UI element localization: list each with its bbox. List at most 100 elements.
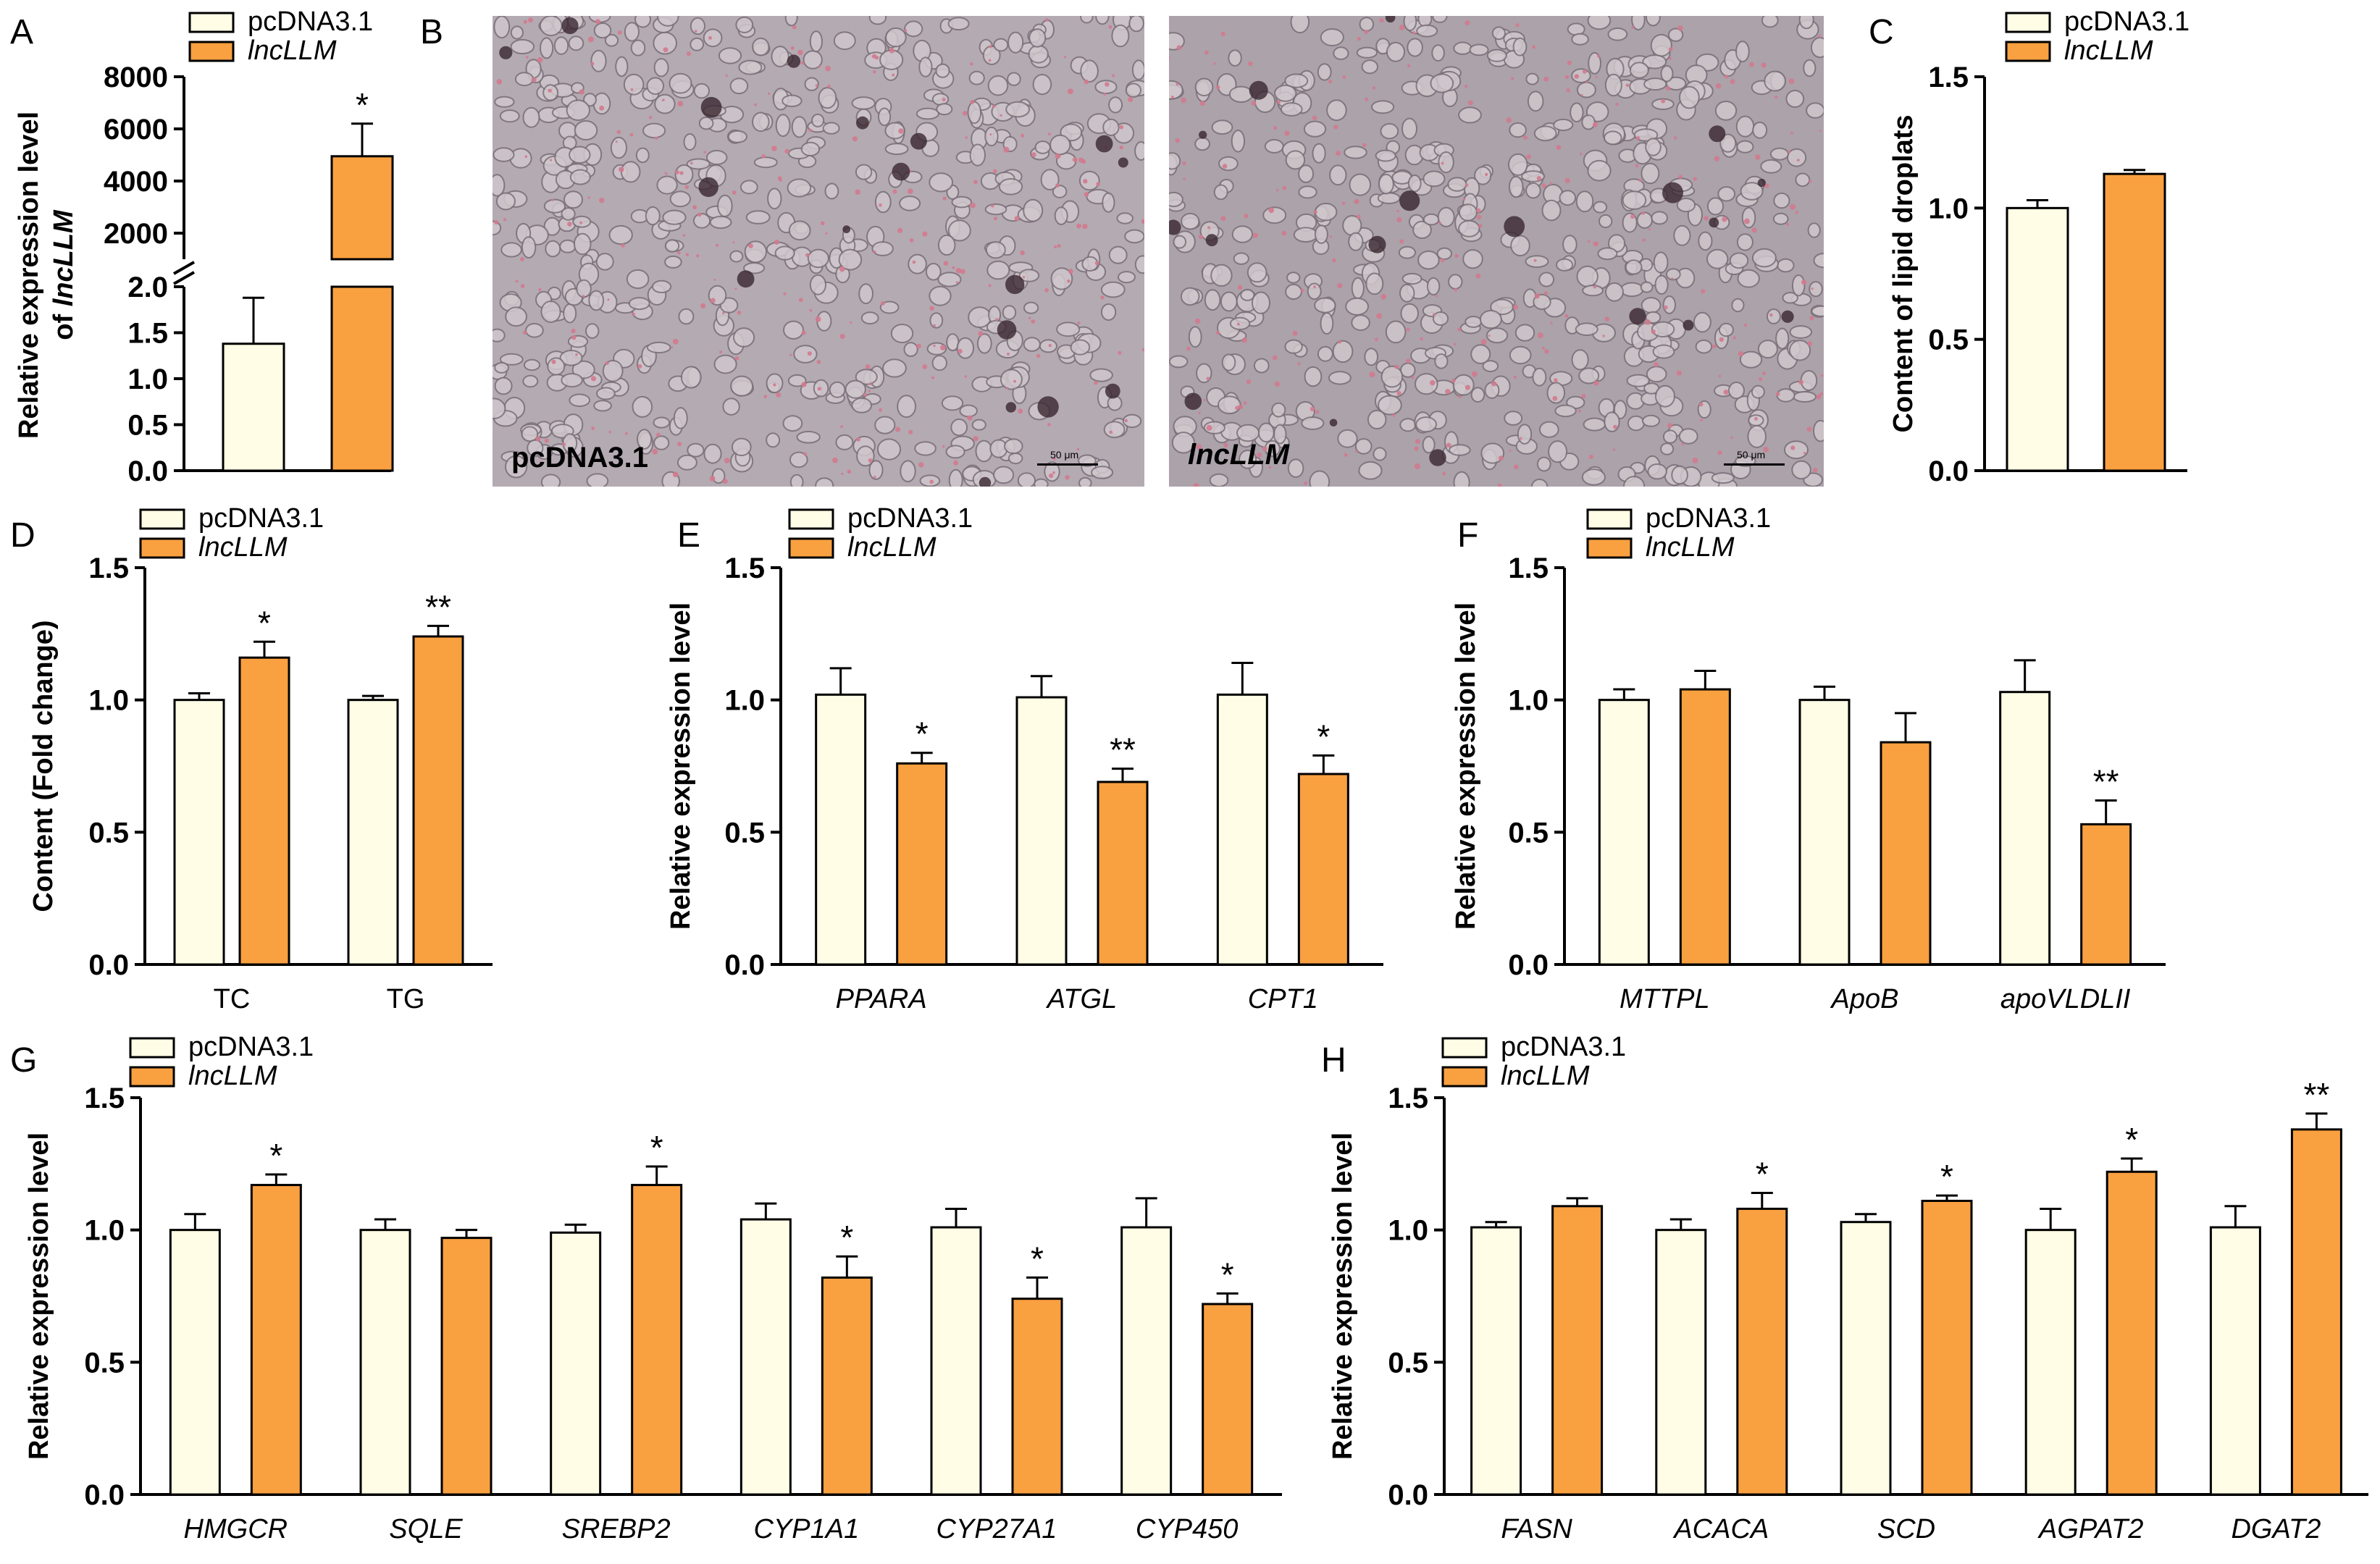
chart-f-ytick-label: 1.5 (1508, 552, 1549, 584)
cell (871, 241, 894, 256)
cell (935, 63, 950, 78)
lipid-droplet (1593, 380, 1599, 386)
chart-h-ylabel: Relative expression level (1328, 1132, 1358, 1460)
lipid-droplet (632, 312, 636, 316)
debris (1709, 217, 1719, 228)
cell (1538, 421, 1559, 438)
cell (680, 366, 702, 389)
lipid-droplet (1183, 177, 1186, 180)
chart-d-legend-treat-label: lncLLM (198, 532, 288, 563)
lipid-droplet (1819, 130, 1822, 132)
cell (929, 312, 944, 329)
lipid-droplet (1630, 214, 1635, 219)
lipid-droplet (637, 364, 642, 369)
lipid-droplet (1396, 209, 1399, 213)
chart-g-bar (631, 1184, 683, 1496)
cell (569, 393, 591, 408)
lipid-droplet (616, 130, 621, 135)
lipid-droplet (1196, 444, 1202, 450)
chart-f-bar (1999, 691, 2051, 966)
debris (1385, 16, 1396, 23)
lipid-droplet (1112, 74, 1115, 77)
lipid-droplet (1725, 75, 1729, 79)
chart-a-legend-control-label: pcDNA3.1 (248, 7, 373, 37)
lipid-droplet (943, 261, 949, 266)
lipid-droplet (868, 458, 873, 463)
cell (1284, 73, 1309, 88)
chart-f-category-label: apoVLDLII (2000, 984, 2131, 1014)
lipid-droplet (1475, 273, 1481, 279)
cell (1809, 281, 1823, 298)
lipid-droplet (590, 62, 595, 66)
cell (1301, 416, 1325, 430)
cell (1432, 311, 1449, 326)
lipid-droplet (608, 430, 612, 434)
lipid-droplet (1582, 69, 1587, 74)
lipid-droplet (1579, 152, 1583, 156)
cell (1194, 137, 1210, 151)
lipid-droplet (1458, 395, 1462, 399)
chart-e-legend-treat-label: lncLLM (847, 532, 937, 563)
lipid-droplet (874, 55, 879, 60)
lipid-droplet (850, 321, 852, 324)
chart-f-ytick-label: 1.0 (1508, 685, 1549, 717)
cell (1002, 305, 1017, 321)
lipid-droplet (1284, 130, 1290, 136)
cell (585, 323, 600, 339)
cell (975, 440, 993, 463)
lipid-droplet (544, 438, 549, 443)
lipid-droplet (1312, 115, 1317, 120)
chart-g-category-label: CYP27A1 (937, 1514, 1057, 1544)
chart-a-legend-treat-label: lncLLM (248, 35, 337, 66)
lipid-droplet (1498, 455, 1504, 461)
debris (856, 116, 869, 130)
chart-h-legend-control-label: pcDNA3.1 (1501, 1032, 1626, 1062)
lipid-droplet (1565, 75, 1570, 80)
cell (1351, 314, 1370, 332)
lipid-droplet (988, 284, 992, 287)
chart-f-legend-treat-swatch (1586, 537, 1633, 559)
lipid-droplet (1198, 235, 1203, 240)
chart-c-bar (2006, 206, 2069, 472)
lipid-droplet (955, 268, 962, 274)
lipid-droplet (1435, 295, 1438, 298)
lipid-droplet (1566, 88, 1570, 93)
chart-e-ytick-label: 0.5 (724, 817, 765, 849)
lipid-droplet (1394, 364, 1399, 369)
cell (602, 360, 624, 382)
panel-label-f: F (1457, 516, 1478, 555)
lipid-droplet (1333, 125, 1338, 130)
chart-a-ytick-label: 1.5 (127, 318, 168, 350)
chart-a-ylabel-line1: Relative expression level (14, 112, 44, 439)
lipid-droplet (1055, 153, 1061, 159)
lipid-droplet (1718, 374, 1722, 378)
lipid-droplet (1329, 235, 1332, 238)
cell (673, 407, 688, 429)
cell (1017, 472, 1036, 487)
cell (567, 335, 589, 348)
lipid-droplet (1141, 219, 1144, 224)
lipid-droplet (1031, 319, 1036, 324)
chart-g-bar (739, 1218, 792, 1496)
cell (1348, 232, 1364, 251)
lipid-droplet (1223, 442, 1228, 447)
lipid-droplet (1048, 343, 1052, 348)
lipid-droplet (1730, 436, 1733, 440)
chart-d-bar (238, 656, 290, 966)
chart-h-category-label: SCD (1877, 1514, 1935, 1544)
lipid-droplet (865, 364, 871, 369)
cell (782, 415, 803, 432)
lipid-droplet (538, 287, 542, 292)
lipid-droplet (1759, 377, 1763, 382)
cell (705, 150, 728, 165)
lipid-droplet (847, 469, 852, 474)
cell (1070, 339, 1091, 356)
lipid-droplet (1238, 404, 1244, 410)
lipid-droplet (840, 425, 843, 429)
cell (1458, 219, 1480, 237)
chart-c-ytick-label: 0.0 (1928, 455, 1969, 487)
chart-e-category-label: ATGL (1046, 984, 1117, 1014)
lipid-droplet (1365, 97, 1369, 101)
cell (829, 381, 846, 398)
lipid-droplet (832, 457, 838, 463)
